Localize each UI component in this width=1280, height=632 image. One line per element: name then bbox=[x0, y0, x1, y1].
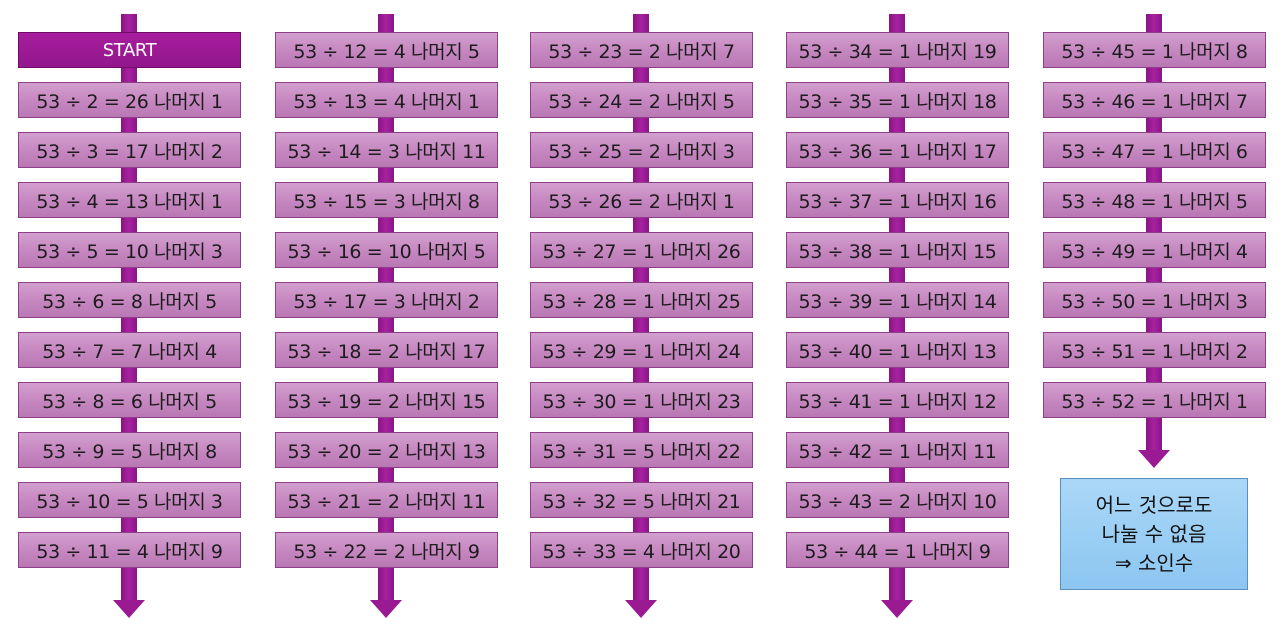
division-step: 53 ÷ 38 = 1 나머지 15 bbox=[786, 232, 1009, 268]
division-step: 53 ÷ 7 = 7 나머지 4 bbox=[18, 332, 241, 368]
division-step: 53 ÷ 26 = 2 나머지 1 bbox=[530, 182, 753, 218]
division-step: 53 ÷ 36 = 1 나머지 17 bbox=[786, 132, 1009, 168]
flow-column-3: 53 ÷ 23 = 2 나머지 7 53 ÷ 24 = 2 나머지 5 53 ÷… bbox=[530, 0, 753, 632]
division-step: 53 ÷ 13 = 4 나머지 1 bbox=[275, 82, 498, 118]
flow-arrow-head bbox=[113, 600, 145, 618]
division-step: 53 ÷ 27 = 1 나머지 26 bbox=[530, 232, 753, 268]
division-step: 53 ÷ 32 = 5 나머지 21 bbox=[530, 482, 753, 518]
division-step: 53 ÷ 4 = 13 나머지 1 bbox=[18, 182, 241, 218]
division-step: 53 ÷ 33 = 4 나머지 20 bbox=[530, 532, 753, 568]
division-step: 53 ÷ 24 = 2 나머지 5 bbox=[530, 82, 753, 118]
division-step: 53 ÷ 20 = 2 나머지 13 bbox=[275, 432, 498, 468]
flow-arrow-head bbox=[370, 600, 402, 618]
division-step: 53 ÷ 42 = 1 나머지 11 bbox=[786, 432, 1009, 468]
division-step: 53 ÷ 15 = 3 나머지 8 bbox=[275, 182, 498, 218]
division-step: 53 ÷ 14 = 3 나머지 11 bbox=[275, 132, 498, 168]
division-step: 53 ÷ 40 = 1 나머지 13 bbox=[786, 332, 1009, 368]
division-step: 53 ÷ 2 = 26 나머지 1 bbox=[18, 82, 241, 118]
division-step: 53 ÷ 52 = 1 나머지 1 bbox=[1043, 382, 1266, 418]
division-step: 53 ÷ 3 = 17 나머지 2 bbox=[18, 132, 241, 168]
flow-column-5: 53 ÷ 45 = 1 나머지 8 53 ÷ 46 = 1 나머지 7 53 ÷… bbox=[1043, 0, 1266, 632]
division-step: 53 ÷ 47 = 1 나머지 6 bbox=[1043, 132, 1266, 168]
division-step: 53 ÷ 35 = 1 나머지 18 bbox=[786, 82, 1009, 118]
start-box: START bbox=[18, 32, 241, 68]
division-step: 53 ÷ 9 = 5 나머지 8 bbox=[18, 432, 241, 468]
division-step: 53 ÷ 8 = 6 나머지 5 bbox=[18, 382, 241, 418]
division-step: 53 ÷ 48 = 1 나머지 5 bbox=[1043, 182, 1266, 218]
division-step: 53 ÷ 34 = 1 나머지 19 bbox=[786, 32, 1009, 68]
division-step: 53 ÷ 43 = 2 나머지 10 bbox=[786, 482, 1009, 518]
flow-column-4: 53 ÷ 34 = 1 나머지 19 53 ÷ 35 = 1 나머지 18 53… bbox=[786, 0, 1009, 632]
division-step: 53 ÷ 5 = 10 나머지 3 bbox=[18, 232, 241, 268]
division-step: 53 ÷ 44 = 1 나머지 9 bbox=[786, 532, 1009, 568]
division-step: 53 ÷ 37 = 1 나머지 16 bbox=[786, 182, 1009, 218]
division-step: 53 ÷ 25 = 2 나머지 3 bbox=[530, 132, 753, 168]
division-step: 53 ÷ 31 = 5 나머지 22 bbox=[530, 432, 753, 468]
division-step: 53 ÷ 21 = 2 나머지 11 bbox=[275, 482, 498, 518]
division-step: 53 ÷ 18 = 2 나머지 17 bbox=[275, 332, 498, 368]
division-step: 53 ÷ 45 = 1 나머지 8 bbox=[1043, 32, 1266, 68]
flow-arrow-head bbox=[625, 600, 657, 618]
division-step: 53 ÷ 50 = 1 나머지 3 bbox=[1043, 282, 1266, 318]
division-step: 53 ÷ 49 = 1 나머지 4 bbox=[1043, 232, 1266, 268]
division-step: 53 ÷ 51 = 1 나머지 2 bbox=[1043, 332, 1266, 368]
division-step: 53 ÷ 39 = 1 나머지 14 bbox=[786, 282, 1009, 318]
result-line-3: ⇒ 소인수 bbox=[1114, 550, 1194, 575]
result-box: 어느 것으로도 나눌 수 없음 ⇒ 소인수 bbox=[1060, 478, 1248, 590]
division-step: 53 ÷ 19 = 2 나머지 15 bbox=[275, 382, 498, 418]
division-step: 53 ÷ 23 = 2 나머지 7 bbox=[530, 32, 753, 68]
division-step: 53 ÷ 10 = 5 나머지 3 bbox=[18, 482, 241, 518]
flow-column-2: 53 ÷ 12 = 4 나머지 5 53 ÷ 13 = 4 나머지 1 53 ÷… bbox=[275, 0, 498, 632]
division-step: 53 ÷ 41 = 1 나머지 12 bbox=[786, 382, 1009, 418]
division-step: 53 ÷ 17 = 3 나머지 2 bbox=[275, 282, 498, 318]
result-line-2: 나눌 수 없음 bbox=[1101, 521, 1207, 546]
flow-arrow-head bbox=[881, 600, 913, 618]
division-step: 53 ÷ 6 = 8 나머지 5 bbox=[18, 282, 241, 318]
division-step: 53 ÷ 28 = 1 나머지 25 bbox=[530, 282, 753, 318]
flow-column-1: START 53 ÷ 2 = 26 나머지 1 53 ÷ 3 = 17 나머지 … bbox=[18, 0, 241, 632]
division-step: 53 ÷ 16 = 10 나머지 5 bbox=[275, 232, 498, 268]
division-step: 53 ÷ 22 = 2 나머지 9 bbox=[275, 532, 498, 568]
division-step: 53 ÷ 29 = 1 나머지 24 bbox=[530, 332, 753, 368]
division-step: 53 ÷ 11 = 4 나머지 9 bbox=[18, 532, 241, 568]
result-line-1: 어느 것으로도 bbox=[1095, 492, 1213, 517]
division-step: 53 ÷ 30 = 1 나머지 23 bbox=[530, 382, 753, 418]
division-step: 53 ÷ 46 = 1 나머지 7 bbox=[1043, 82, 1266, 118]
division-step: 53 ÷ 12 = 4 나머지 5 bbox=[275, 32, 498, 68]
flow-arrow-head bbox=[1138, 450, 1170, 468]
